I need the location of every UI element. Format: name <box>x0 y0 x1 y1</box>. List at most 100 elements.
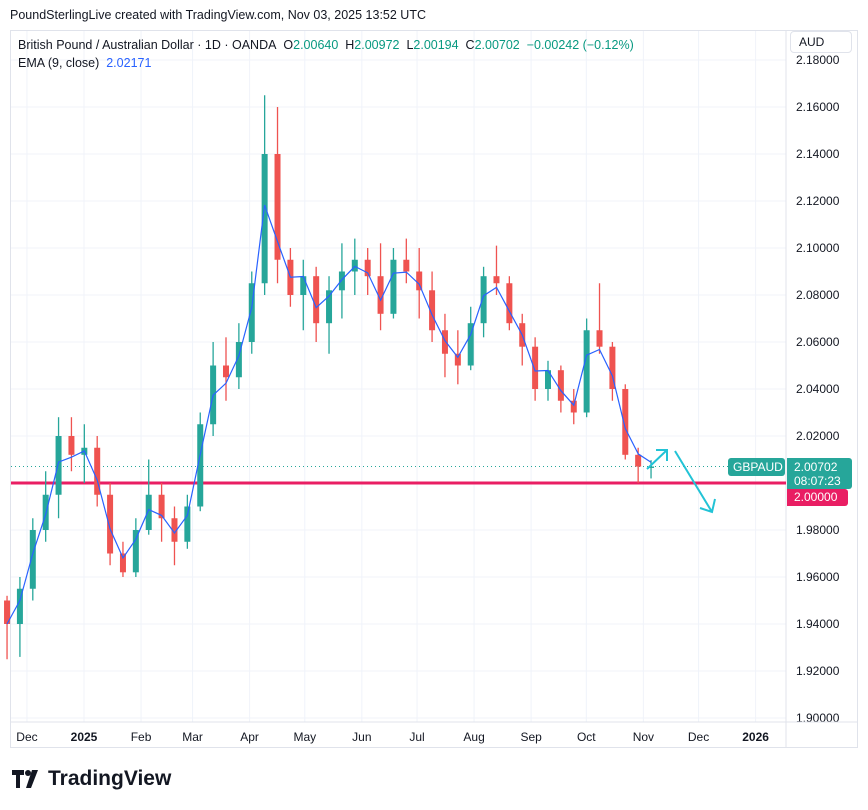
last-price: 2.00702 <box>794 460 838 474</box>
y-tick-label: 2.16000 <box>796 100 840 114</box>
level-price-tag: 2.00000 <box>787 489 848 506</box>
x-tick-label: May <box>293 730 316 744</box>
change-value: −0.00242 (−0.12%) <box>526 38 634 52</box>
candle-body <box>300 276 307 295</box>
candle-body <box>223 365 229 378</box>
candle-body <box>545 370 551 389</box>
candle-body <box>261 154 268 284</box>
x-tick-label: Dec <box>16 730 37 744</box>
candle-body <box>171 518 178 542</box>
last-price-tag: 2.00702 08:07:23 <box>787 458 852 489</box>
chart-legend: British Pound / Australian Dollar · 1D ·… <box>18 36 634 72</box>
candle-body <box>313 276 320 324</box>
x-tick-label: Jul <box>409 730 424 744</box>
low-label: L <box>406 38 414 52</box>
candle-body <box>94 447 101 495</box>
candle-body <box>351 259 358 272</box>
candle-body <box>532 346 539 389</box>
candle-body <box>390 259 397 314</box>
currency-button[interactable]: AUD <box>790 31 852 53</box>
candle-body <box>583 330 590 413</box>
y-tick-label: 2.06000 <box>796 335 840 349</box>
candle-body <box>557 370 564 401</box>
candle-body <box>158 494 165 519</box>
y-tick-label: 1.94000 <box>796 617 840 631</box>
x-tick-label: 2026 <box>742 730 769 744</box>
candle-body <box>467 323 474 366</box>
chart-credit: PoundSterlingLive created with TradingVi… <box>10 8 426 22</box>
ema-line <box>6 204 652 625</box>
candle-body <box>377 276 384 314</box>
candle-body <box>454 353 461 366</box>
candle-body <box>29 530 36 589</box>
open-value: 2.00640 <box>293 38 339 52</box>
candle-body <box>493 276 500 284</box>
y-tick-label: 2.02000 <box>796 429 840 443</box>
candle-body <box>622 389 629 455</box>
candle-body <box>235 342 242 378</box>
candle-body <box>429 290 436 331</box>
x-tick-label: Sep <box>520 730 542 744</box>
candle-body <box>403 259 410 272</box>
ticker-tag: GBPAUD <box>728 458 785 476</box>
y-tick-label: 1.98000 <box>796 523 840 537</box>
y-tick-label: 2.12000 <box>796 194 840 208</box>
candle-body <box>648 466 655 468</box>
candle-body <box>197 424 204 507</box>
x-tick-label: Oct <box>577 730 596 744</box>
candle-body <box>480 276 487 324</box>
logo-text: TradingView <box>48 767 172 790</box>
candle-body <box>338 271 345 291</box>
y-tick-label: 2.18000 <box>796 53 840 67</box>
y-tick-label: 2.14000 <box>796 147 840 161</box>
tradingview-logo[interactable]: TradingView <box>12 767 171 791</box>
candle-body <box>506 283 513 324</box>
y-tick-label: 2.08000 <box>796 288 840 302</box>
candle-body <box>609 346 616 389</box>
high-value: 2.00972 <box>354 38 400 52</box>
down-arrow-annotation <box>674 450 716 514</box>
candle-body <box>570 400 577 413</box>
close-value: 2.00702 <box>474 38 520 52</box>
candle-body <box>68 436 75 455</box>
x-tick-label: Jun <box>352 730 371 744</box>
x-tick-label: 2025 <box>71 730 98 744</box>
candle-body <box>184 506 191 542</box>
ema-value: 2.02171 <box>106 56 152 70</box>
x-tick-label: Aug <box>463 730 484 744</box>
x-tick-label: Feb <box>131 730 152 744</box>
candle-body <box>441 330 448 354</box>
y-tick-label: 1.92000 <box>796 664 840 678</box>
candle-body <box>326 290 333 324</box>
low-value: 2.00194 <box>413 38 459 52</box>
open-label: O <box>283 38 294 52</box>
y-tick-label: 2.04000 <box>796 382 840 396</box>
candle-body <box>364 259 371 277</box>
x-tick-label: Dec <box>688 730 709 744</box>
ema-label: EMA (9, close) <box>18 56 100 70</box>
x-tick-label: Apr <box>240 730 259 744</box>
y-tick-label: 1.90000 <box>796 711 840 725</box>
x-tick-label: Nov <box>633 730 654 744</box>
chart-pane[interactable] <box>10 30 858 748</box>
candle-body <box>119 553 126 573</box>
candle-body <box>145 494 152 530</box>
x-tick-label: Mar <box>182 730 203 744</box>
symbol-description: British Pound / Australian Dollar · 1D ·… <box>18 38 277 52</box>
candle-body <box>4 600 11 624</box>
candle-body <box>107 494 114 554</box>
candle-body <box>132 530 139 573</box>
y-tick-label: 1.96000 <box>796 570 840 584</box>
countdown: 08:07:23 <box>794 474 841 488</box>
candle-body <box>635 454 642 467</box>
candle-body <box>596 330 603 347</box>
candle-body <box>55 436 62 495</box>
candle-body <box>16 588 23 624</box>
tradingview-logo-icon <box>12 770 38 788</box>
candle-body <box>416 271 423 291</box>
y-tick-label: 2.10000 <box>796 241 840 255</box>
high-label: H <box>345 38 355 52</box>
close-label: C <box>465 38 475 52</box>
candle-body <box>274 154 281 260</box>
